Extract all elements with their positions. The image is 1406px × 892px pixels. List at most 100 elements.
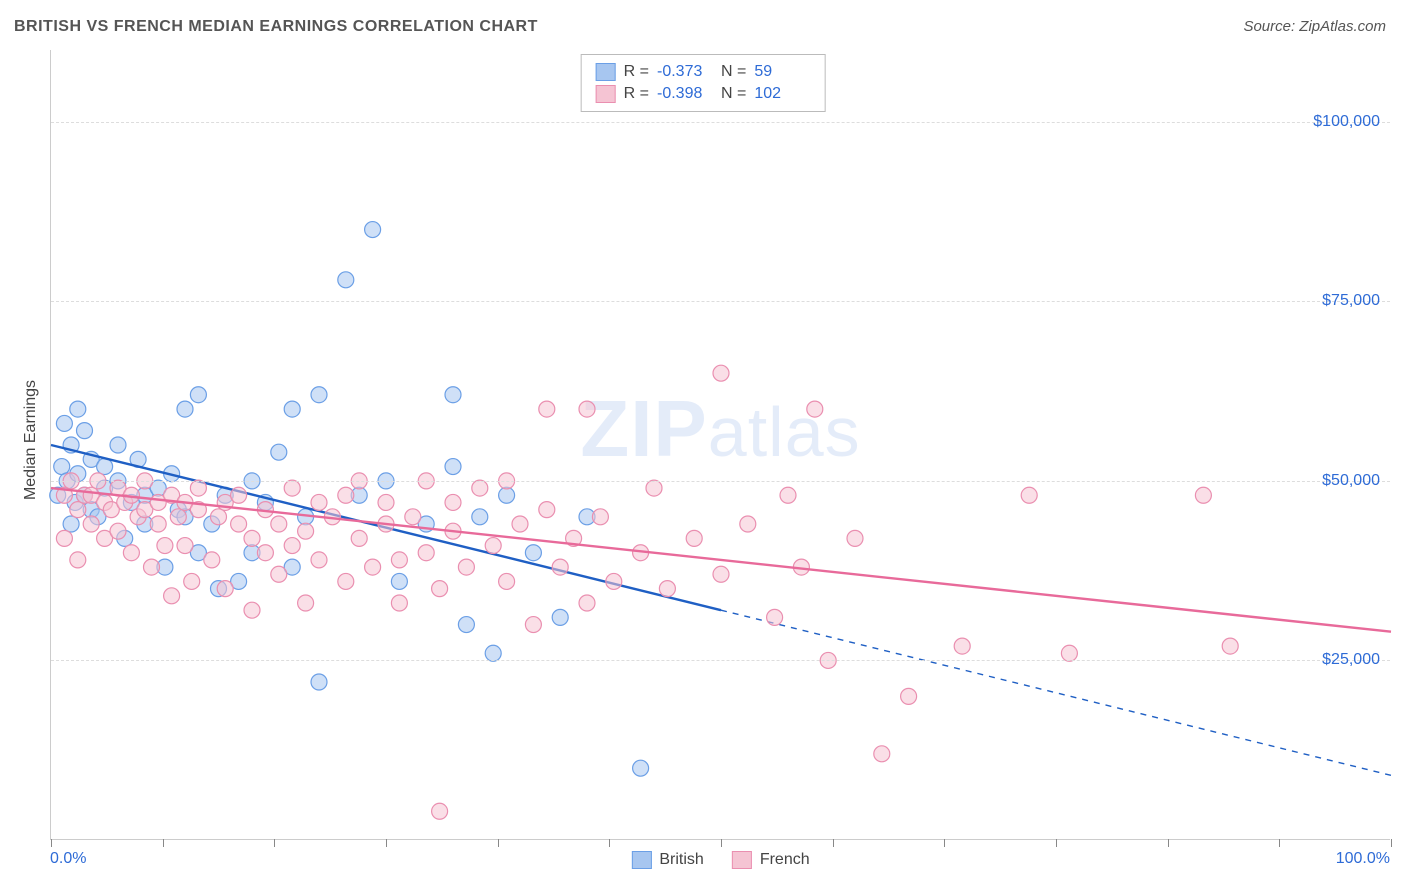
data-point [445, 387, 461, 403]
x-right-label: 100.0% [1336, 850, 1390, 868]
data-point [217, 581, 233, 597]
data-point [311, 552, 327, 568]
legend-swatch [631, 851, 651, 869]
data-point [1222, 638, 1238, 654]
data-point [592, 509, 608, 525]
x-tick [386, 839, 387, 847]
data-point [83, 516, 99, 532]
data-point [56, 530, 72, 546]
data-point [391, 573, 407, 589]
n-value-british: 59 [754, 63, 810, 81]
data-point [244, 530, 260, 546]
chart-container: BRITISH VS FRENCH MEDIAN EARNINGS CORREL… [0, 0, 1406, 892]
data-point [271, 566, 287, 582]
swatch-french [596, 85, 616, 103]
data-point [445, 494, 461, 510]
data-point [157, 538, 173, 554]
data-point [204, 552, 220, 568]
x-tick [163, 839, 164, 847]
data-point [365, 222, 381, 238]
n-label: N = [721, 85, 746, 103]
data-point [211, 509, 227, 525]
data-point [847, 530, 863, 546]
data-point [579, 595, 595, 611]
data-point [445, 459, 461, 475]
data-point [244, 602, 260, 618]
data-point [432, 581, 448, 597]
r-label: R = [624, 63, 649, 81]
x-tick [1391, 839, 1392, 847]
data-point [954, 638, 970, 654]
data-point [740, 516, 756, 532]
n-label: N = [721, 63, 746, 81]
x-tick [498, 839, 499, 847]
data-point [170, 509, 186, 525]
x-tick [944, 839, 945, 847]
data-point [499, 487, 515, 503]
data-point [190, 480, 206, 496]
x-tick [1279, 839, 1280, 847]
data-point [472, 480, 488, 496]
data-point [646, 480, 662, 496]
bottom-legend: British French [631, 851, 809, 869]
legend-label: British [659, 851, 703, 869]
data-point [284, 401, 300, 417]
r-label: R = [624, 85, 649, 103]
data-point [110, 437, 126, 453]
data-point [311, 674, 327, 690]
data-point [298, 523, 314, 539]
data-point [365, 559, 381, 575]
data-point [77, 423, 93, 439]
data-point [807, 401, 823, 417]
data-point [150, 516, 166, 532]
data-point [284, 480, 300, 496]
data-point [499, 573, 515, 589]
x-tick [721, 839, 722, 847]
data-point [284, 538, 300, 554]
data-point [767, 609, 783, 625]
data-point [485, 538, 501, 554]
data-point [391, 552, 407, 568]
data-point [338, 573, 354, 589]
chart-title: BRITISH VS FRENCH MEDIAN EARNINGS CORREL… [14, 18, 538, 36]
data-point [56, 415, 72, 431]
data-point [780, 487, 796, 503]
y-tick-label: $100,000 [1313, 113, 1380, 131]
data-point [901, 688, 917, 704]
gridline [51, 301, 1390, 302]
data-point [458, 617, 474, 633]
data-point [458, 559, 474, 575]
x-tick [274, 839, 275, 847]
x-tick [51, 839, 52, 847]
data-point [472, 509, 488, 525]
data-point [713, 566, 729, 582]
data-point [1195, 487, 1211, 503]
data-point [338, 272, 354, 288]
data-point [110, 523, 126, 539]
legend-swatch [732, 851, 752, 869]
data-point [659, 581, 675, 597]
r-value-british: -0.373 [657, 63, 713, 81]
data-point [190, 387, 206, 403]
data-point [70, 502, 86, 518]
x-tick [609, 839, 610, 847]
stats-row-british: R = -0.373 N = 59 [596, 61, 811, 83]
data-point [311, 387, 327, 403]
y-tick-label: $25,000 [1322, 651, 1380, 669]
data-point [164, 588, 180, 604]
data-point [485, 645, 501, 661]
gridline [51, 122, 1390, 123]
data-point [686, 530, 702, 546]
data-point [70, 401, 86, 417]
data-point [633, 760, 649, 776]
data-point [539, 502, 555, 518]
data-point [579, 401, 595, 417]
legend-label: French [760, 851, 810, 869]
data-point [123, 545, 139, 561]
data-point [418, 545, 434, 561]
data-point [552, 609, 568, 625]
gridline [51, 481, 1390, 482]
x-tick [833, 839, 834, 847]
data-point [606, 573, 622, 589]
y-tick-label: $50,000 [1322, 472, 1380, 490]
